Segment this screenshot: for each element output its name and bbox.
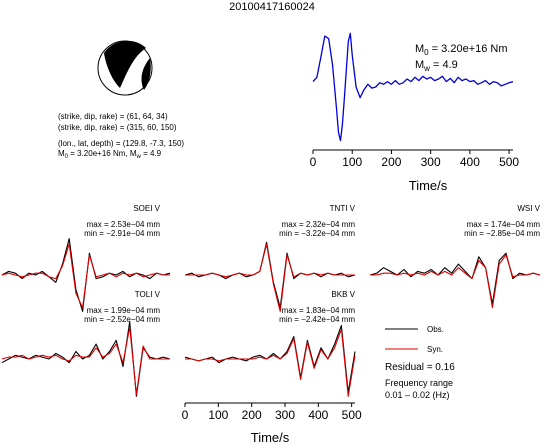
moment-text: M0 = 3.20e+16 Nm, Mw = 4.9 [58,149,162,160]
moment-rate-tick-label: 0 [310,155,317,169]
location-text: (lon., lat, depth) = (129.8, -7.3, 150) [58,139,184,148]
observed-waveform [369,252,541,305]
waveform-tick-label: 500 [342,408,362,422]
focal-parameters: (strike, dip, rake) = (61, 64, 34) (stri… [58,112,184,160]
waveform-tick-label: 200 [242,408,262,422]
m0-annotation: M0 = 3.20e+16 Nm [415,43,508,57]
waveform-x-axis: 0 100 200 300 400 500 [182,402,362,422]
residual-text: Residual = 0.16 [385,362,455,373]
moment-rate-panel: M0 = 3.20e+16 Nm Mw = 4.9 0 100 200 300 400 5… [310,32,519,193]
moment-rate-x-label: Time/s [409,178,448,193]
station-name: BKB V [331,290,355,299]
mw-annotation: Mw = 4.9 [415,59,458,73]
station-name: WSI V [517,204,540,213]
waveform-tick-label: 0 [182,408,189,422]
min-amplitude: min = −2.85e−04 mm [464,229,540,238]
moment-rate-tick-label: 200 [381,155,401,169]
max-amplitude: max = 2.53e−04 mm [87,220,161,229]
synthetic-waveform [1,243,170,309]
plane-1-text: (strike, dip, rake) = (61, 64, 34) [58,112,168,121]
focal-mechanism-beachball [97,40,153,96]
min-amplitude: min = −2.42e−04 mm [279,315,355,324]
observed-waveform [184,241,356,309]
min-amplitude: min = −2.91e−04 mm [84,229,160,238]
moment-rate-curve [312,32,514,142]
waveform-tick-label: 100 [208,408,228,422]
min-amplitude: min = −3.22e−04 mm [279,229,355,238]
beachball-compression-quadrant [104,40,146,88]
legend: Obs. Syn. Residual = 0.16 Frequency rang… [385,325,455,400]
moment-rate-x-axis: 0 100 200 300 400 500 [310,149,519,169]
max-amplitude: max = 1.74e−04 mm [467,220,541,229]
legend-obs-label: Obs. [427,325,444,334]
waveform-tick-label: 400 [308,408,328,422]
waveform-x-label: Time/s [251,430,290,445]
station-name: SOEI V [133,204,160,213]
station-name: TNTI V [330,204,356,213]
station-name: TOLI V [135,290,161,299]
observed-waveform [1,321,171,397]
frequency-range-value: 0.01 – 0.02 (Hz) [385,390,450,400]
legend-syn-label: Syn. [427,345,443,354]
synthetic-waveform [1,326,170,395]
max-amplitude: max = 1.83e−04 mm [282,306,356,315]
synthetic-waveform [185,328,356,397]
beachball-compression-quadrant-2 [141,58,151,90]
max-amplitude: max = 1.99e−04 mm [87,306,161,315]
figure-title: 20100417160024 [229,1,315,13]
moment-rate-tick-label: 300 [421,155,441,169]
frequency-range-label: Frequency range [385,378,453,388]
plane-2-text: (strike, dip, rake) = (315, 60, 150) [58,123,177,132]
max-amplitude: max = 2.32e−04 mm [282,220,356,229]
moment-rate-plot [312,32,514,142]
synthetic-waveform [185,243,355,312]
moment-rate-tick-label: 400 [460,155,480,169]
waveform-tick-label: 300 [275,408,295,422]
synthetic-waveform [370,254,541,309]
moment-rate-tick-label: 100 [342,155,362,169]
min-amplitude: min = −2.52e−04 mm [84,315,160,324]
moment-rate-tick-label: 500 [499,155,519,169]
